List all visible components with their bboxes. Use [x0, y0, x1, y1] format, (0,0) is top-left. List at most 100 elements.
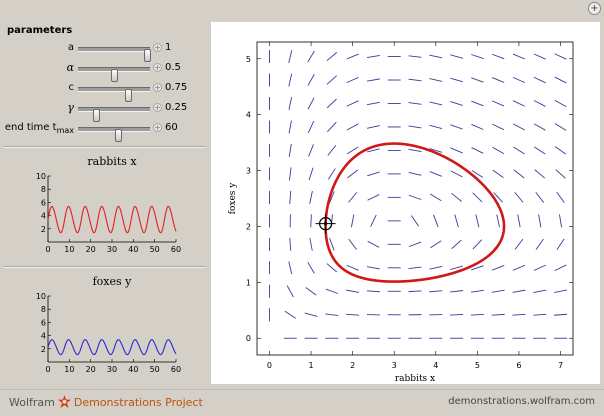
field-segment [327, 52, 337, 60]
y-tick-label: 2 [41, 345, 46, 354]
x-tick-label: 20 [86, 245, 96, 254]
field-segment [471, 54, 483, 58]
field-segment [347, 265, 359, 270]
param-row-alpha: α + 0.5 [4, 60, 208, 76]
series-line [48, 206, 176, 232]
x-tick-label: 10 [64, 365, 74, 374]
field-segment [348, 170, 358, 178]
expand-button[interactable]: + [588, 2, 601, 15]
x-tick-label: 30 [107, 365, 117, 374]
field-segment [289, 167, 291, 180]
param-row-a: a + 1 [4, 40, 208, 56]
field-segment [534, 77, 546, 83]
field-segment [367, 55, 380, 57]
field-segment [409, 126, 422, 128]
slider-a[interactable] [78, 47, 150, 52]
plus-icon[interactable]: + [153, 83, 162, 92]
field-segment [287, 286, 293, 297]
field-segment [515, 239, 523, 249]
field-segment [409, 195, 421, 199]
field-segment [290, 191, 291, 204]
field-segment [409, 291, 422, 292]
y-tick-label: 2 [41, 225, 46, 234]
field-segment [536, 192, 544, 202]
field-segment [289, 97, 292, 110]
field-segment [348, 192, 356, 202]
locator-dot [324, 222, 327, 225]
x-tick-label: 2 [350, 361, 355, 370]
field-segment [347, 124, 358, 130]
field-segment [452, 240, 462, 249]
brand-project: Demonstrations Project [74, 396, 203, 409]
field-segment [289, 261, 292, 274]
field-segment [450, 266, 463, 270]
param-value-c: 0.75 [165, 80, 187, 96]
field-segment [513, 54, 525, 59]
slider-thumb-tmax[interactable] [115, 129, 122, 142]
x-tick-label: 7 [558, 361, 563, 370]
field-segment [430, 241, 441, 248]
y-tick-label: 6 [41, 198, 46, 207]
divider [4, 266, 206, 268]
field-segment [310, 191, 313, 204]
field-segment [371, 215, 377, 227]
param-label-tmax: end time tmax [5, 120, 74, 139]
param-value-alpha: 0.5 [165, 60, 181, 76]
field-segment [492, 124, 504, 130]
field-segment [327, 264, 337, 272]
field-segment [429, 79, 442, 82]
x-tick-label: 4 [433, 361, 438, 370]
field-segment [347, 54, 359, 59]
plus-icon[interactable]: + [153, 103, 162, 112]
y-tick-label: 8 [41, 305, 46, 314]
field-segment [450, 78, 462, 82]
param-label-alpha: α [67, 60, 74, 76]
x-tick-label: 3 [392, 361, 397, 370]
field-segment [450, 314, 463, 315]
plus-icon[interactable]: + [153, 123, 162, 132]
field-segment [308, 262, 315, 273]
x-tick-label: 0 [267, 361, 272, 370]
slider-tmax[interactable] [78, 127, 150, 132]
field-segment [328, 145, 336, 155]
field-segment [347, 77, 359, 82]
footer-url[interactable]: demonstrations.wolfram.com [448, 396, 595, 407]
field-segment [367, 172, 379, 176]
field-segment [492, 290, 505, 292]
param-row-gamma: γ + 0.25 [4, 100, 208, 116]
field-segment [473, 240, 482, 249]
field-segment [327, 99, 336, 108]
slider-c[interactable] [78, 87, 150, 92]
field-segment [308, 74, 314, 85]
field-segment [471, 314, 484, 315]
x-tick-label: 60 [171, 365, 181, 374]
param-label-c: c [69, 80, 75, 96]
field-segment [328, 168, 335, 179]
field-segment [534, 265, 546, 270]
param-value-gamma: 0.25 [165, 100, 187, 116]
slider-gamma[interactable] [78, 107, 150, 112]
field-segment [430, 194, 441, 201]
field-segment [289, 121, 291, 134]
field-segment [492, 265, 504, 270]
field-segment [429, 102, 442, 105]
field-segment [409, 267, 422, 269]
x-tick-label: 10 [64, 245, 74, 254]
x-tick-label: 0 [45, 365, 50, 374]
field-segment [305, 313, 318, 316]
field-segment [326, 289, 338, 293]
field-segment [430, 172, 442, 177]
plus-icon[interactable]: + [153, 63, 162, 72]
param-row-tmax: end time tmax + 60 [4, 120, 208, 136]
y-axis-label: foxes y [228, 182, 238, 215]
field-segment [450, 291, 463, 293]
field-segment [533, 314, 546, 315]
plus-icon[interactable]: + [153, 43, 162, 52]
y-tick-label: 5 [246, 55, 251, 64]
slider-alpha[interactable] [78, 67, 150, 72]
